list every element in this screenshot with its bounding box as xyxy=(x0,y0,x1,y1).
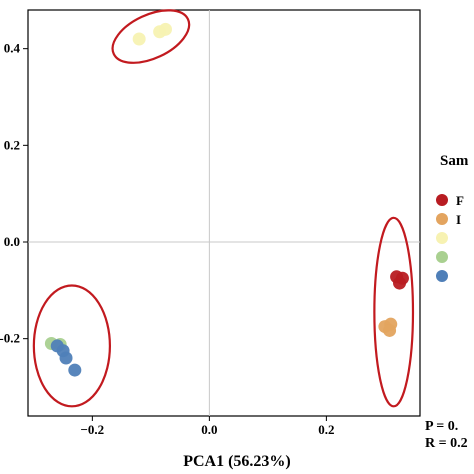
legend-marker xyxy=(436,251,448,263)
group-ellipse xyxy=(373,216,415,408)
legend-label: F xyxy=(456,193,464,208)
r-value-annotation: R = 0.2 xyxy=(425,436,468,451)
legend-title: Sam xyxy=(440,153,469,169)
y-tick-label: -0.2 xyxy=(0,331,20,346)
x-tick-label: 0.2 xyxy=(318,422,334,437)
data-point xyxy=(68,363,82,377)
data-point xyxy=(383,323,397,337)
data-point xyxy=(132,32,146,46)
legend-label: I xyxy=(456,212,461,227)
legend-marker xyxy=(436,194,448,206)
group-ellipse xyxy=(32,284,112,408)
plot-frame xyxy=(27,9,421,417)
x-tick-label: 0.0 xyxy=(201,422,217,437)
y-tick-label: 0.0 xyxy=(4,234,20,249)
group-ellipse xyxy=(111,9,191,64)
x-axis-title: PCA1 (56.23%) xyxy=(183,453,291,470)
legend-marker xyxy=(436,270,448,282)
p-value-annotation: P = 0. xyxy=(425,419,458,434)
data-point xyxy=(393,276,407,290)
x-tick-label: −0.2 xyxy=(81,422,105,437)
y-tick-label: 0.4 xyxy=(4,41,21,56)
legend-marker xyxy=(436,232,448,244)
y-tick-label: 0.2 xyxy=(4,137,20,152)
legend-marker xyxy=(436,213,448,225)
data-point xyxy=(59,351,73,365)
data-point xyxy=(158,22,172,36)
legend: Sam FI xyxy=(436,153,469,282)
